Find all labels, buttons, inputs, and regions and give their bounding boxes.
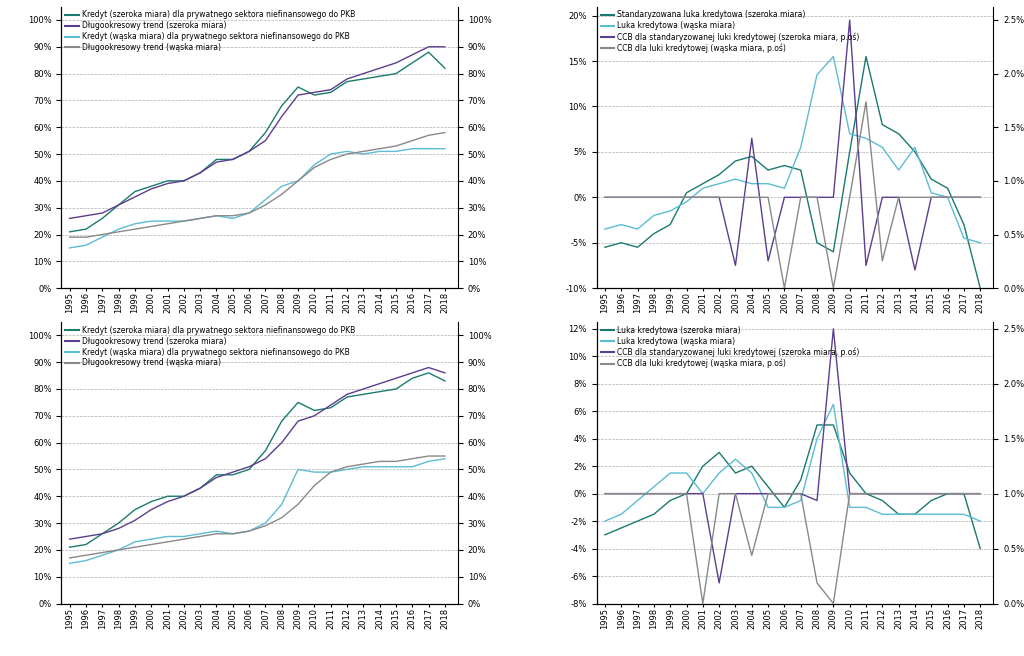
Legend: Kredyt (szeroka miara) dla prywatnego sektora niefinansowego do PKB, Długookreso: Kredyt (szeroka miara) dla prywatnego se… bbox=[66, 326, 355, 367]
Legend: Kredyt (szeroka miara) dla prywatnego sektora niefinansowego do PKB, Długookreso: Kredyt (szeroka miara) dla prywatnego se… bbox=[66, 10, 355, 52]
Legend: Standaryzowana luka kredytowa (szeroka miara), Luka kredytowa (wąska miara), CCB: Standaryzowana luka kredytowa (szeroka m… bbox=[600, 10, 860, 53]
Legend: Luka kredytowa (szeroka miara), Luka kredytowa (wąska miara), CCB dla standaryzo: Luka kredytowa (szeroka miara), Luka kre… bbox=[600, 326, 860, 369]
